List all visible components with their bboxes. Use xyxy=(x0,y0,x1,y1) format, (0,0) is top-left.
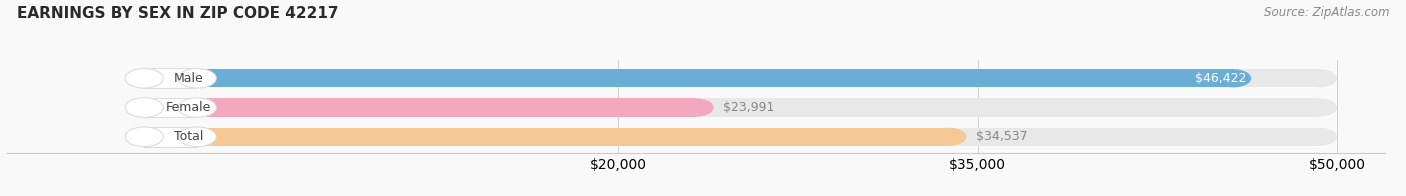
Bar xyxy=(156,128,949,146)
Bar xyxy=(145,98,197,117)
Text: Male: Male xyxy=(174,72,204,85)
Text: Source: ZipAtlas.com: Source: ZipAtlas.com xyxy=(1264,6,1389,19)
Bar xyxy=(156,98,1319,117)
Ellipse shape xyxy=(179,127,217,147)
Ellipse shape xyxy=(1302,98,1337,117)
Ellipse shape xyxy=(139,69,174,87)
Bar xyxy=(156,128,1319,146)
Text: $46,422: $46,422 xyxy=(1195,72,1247,85)
Text: EARNINGS BY SEX IN ZIP CODE 42217: EARNINGS BY SEX IN ZIP CODE 42217 xyxy=(17,6,339,21)
Ellipse shape xyxy=(125,98,163,117)
Ellipse shape xyxy=(139,98,174,117)
Ellipse shape xyxy=(139,128,174,146)
Ellipse shape xyxy=(1302,128,1337,146)
Ellipse shape xyxy=(679,98,714,117)
Bar xyxy=(145,68,197,88)
Bar xyxy=(156,69,1233,87)
Bar xyxy=(156,69,1319,87)
Text: Female: Female xyxy=(166,101,211,114)
Ellipse shape xyxy=(179,98,217,117)
Ellipse shape xyxy=(139,128,174,146)
Ellipse shape xyxy=(1302,69,1337,87)
Ellipse shape xyxy=(139,98,174,117)
Text: Total: Total xyxy=(174,130,204,143)
Ellipse shape xyxy=(931,128,966,146)
Bar xyxy=(145,127,197,147)
Ellipse shape xyxy=(125,127,163,147)
Text: $34,537: $34,537 xyxy=(976,130,1028,143)
Bar xyxy=(156,98,696,117)
Ellipse shape xyxy=(179,68,217,88)
Ellipse shape xyxy=(1216,69,1251,87)
Text: $23,991: $23,991 xyxy=(723,101,775,114)
Ellipse shape xyxy=(139,69,174,87)
Ellipse shape xyxy=(125,68,163,88)
